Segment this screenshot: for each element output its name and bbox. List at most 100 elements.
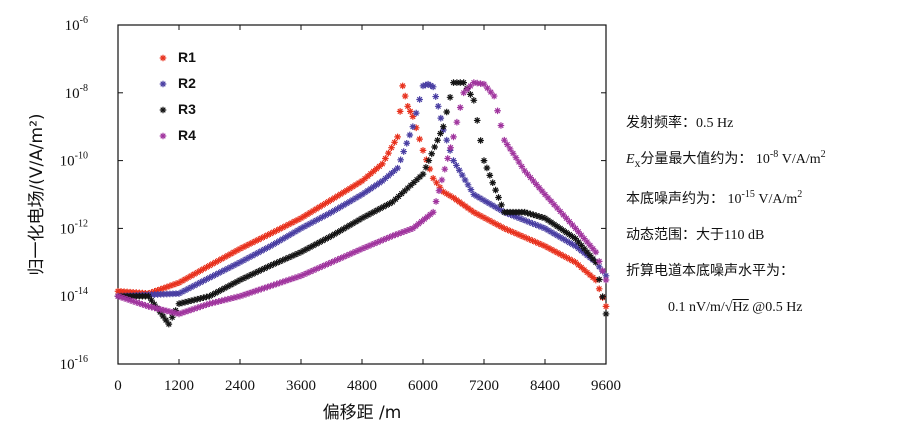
- series-r2-point: [291, 228, 299, 236]
- series-r2-point: [230, 262, 238, 269]
- series-r3-point: [572, 235, 579, 242]
- series-r3-point: [242, 273, 250, 281]
- series-r3-point: [187, 297, 195, 305]
- x-tick-label: 2400: [225, 378, 255, 394]
- info-ex-var: E: [626, 152, 635, 167]
- series-r3-point: [595, 276, 603, 283]
- series-r4-point: [538, 187, 546, 195]
- series-r3-point: [340, 225, 347, 233]
- series-r4-point: [352, 248, 360, 255]
- series-r1-point: [288, 219, 296, 227]
- info-ex-exp: -8: [769, 149, 779, 160]
- series-r4-point: [261, 284, 268, 292]
- series-r1-point: [349, 183, 357, 190]
- series-r1-point: [367, 170, 375, 177]
- series-r3-point: [383, 201, 390, 209]
- series-r4-point: [300, 271, 308, 278]
- series-r4-point: [200, 302, 207, 310]
- series-r1-point: [181, 275, 189, 283]
- series-r4-point: [325, 260, 332, 267]
- y-tick-exp: -8: [80, 83, 88, 94]
- series-r4-point: [544, 194, 552, 202]
- series-r3-point: [547, 218, 555, 226]
- series-r4-point: [512, 154, 520, 161]
- series-r3-point: [434, 136, 441, 144]
- series-r2-point: [382, 175, 389, 182]
- series-r1-point: [589, 274, 597, 281]
- info-ex-label: 分量最大值约为：: [640, 152, 753, 167]
- series-r3-point: [337, 227, 344, 234]
- info-noise-exp: -15: [741, 188, 755, 200]
- series-r3-point: [575, 238, 582, 246]
- series-r4-point: [575, 228, 582, 236]
- info-panel: 发射频率：0.5 Hz Ex分量最大值约为： 10-8 V/A/m2 本底噪声约…: [626, 106, 909, 326]
- series-r4-point: [586, 242, 594, 249]
- series-r4-point: [450, 133, 457, 141]
- series-r3-point: [580, 245, 588, 253]
- legend-label-r4: R4: [178, 127, 196, 143]
- series-r3-point: [437, 130, 444, 137]
- legend-marker-r3: [159, 106, 167, 114]
- series-r1-point: [522, 234, 530, 242]
- series-r1-point: [423, 156, 430, 164]
- series-r3-point: [473, 117, 481, 124]
- series-r2-point: [544, 226, 552, 234]
- series-r4-point: [264, 283, 271, 291]
- series-r1-point: [470, 208, 478, 216]
- series-r2-point: [258, 247, 265, 255]
- series-r2-point: [331, 207, 338, 214]
- series-r4-point: [377, 237, 384, 245]
- series-r1-point: [364, 172, 372, 180]
- y-tick-label: 10-8: [65, 83, 88, 102]
- series-r2-point: [453, 162, 460, 169]
- series-r4-point: [218, 297, 225, 305]
- series-r1-point: [282, 222, 290, 230]
- series-r4-point: [599, 267, 606, 275]
- series-r3-point: [395, 193, 402, 200]
- series-r3-point: [492, 186, 499, 194]
- series-r3-point: [145, 292, 152, 300]
- series-r4-point: [589, 245, 597, 253]
- series-r3-point: [258, 266, 265, 274]
- series-r1-point: [485, 217, 493, 224]
- series-r1-point: [535, 240, 543, 247]
- series-r3-point: [563, 229, 570, 236]
- series-r1-point: [273, 227, 280, 234]
- series-r1-point: [409, 113, 417, 120]
- series-r3-point: [190, 296, 198, 304]
- series-r4-point: [355, 246, 363, 254]
- series-r2-point: [203, 276, 210, 283]
- y-tick-exp: -10: [75, 151, 88, 162]
- series-r4-point: [306, 268, 314, 276]
- series-r3-point: [361, 213, 369, 220]
- series-r2-point: [513, 213, 521, 221]
- series-r3-point: [328, 232, 335, 240]
- series-r4-point: [123, 295, 131, 303]
- series-r3-point: [162, 316, 170, 324]
- series-r2-point: [434, 102, 442, 110]
- series-r2-point: [400, 148, 407, 155]
- series-r1-point: [399, 82, 406, 90]
- series-r4-point: [453, 118, 461, 126]
- series-r1-point: [501, 225, 508, 232]
- series-r2-point: [337, 203, 344, 211]
- series-r3-point: [486, 172, 494, 179]
- series-r3-point: [151, 300, 158, 308]
- series-r2-point: [403, 139, 411, 147]
- series-r3-point: [589, 255, 597, 263]
- series-r3-point: [239, 275, 247, 282]
- series-r3-point: [221, 284, 229, 292]
- series-r1-point: [464, 204, 472, 212]
- series-r1-point: [319, 201, 326, 209]
- series-r4-point: [553, 204, 561, 212]
- series-r4-point: [178, 309, 186, 317]
- series-r1-point: [563, 254, 570, 261]
- series-r3-point: [236, 276, 244, 284]
- series-r3-point: [245, 272, 253, 279]
- series-r2-point: [328, 208, 335, 216]
- series-r3-point: [404, 184, 412, 192]
- series-r1-point: [429, 175, 437, 182]
- series-r2-point: [267, 242, 274, 250]
- series-r1-point: [328, 196, 335, 204]
